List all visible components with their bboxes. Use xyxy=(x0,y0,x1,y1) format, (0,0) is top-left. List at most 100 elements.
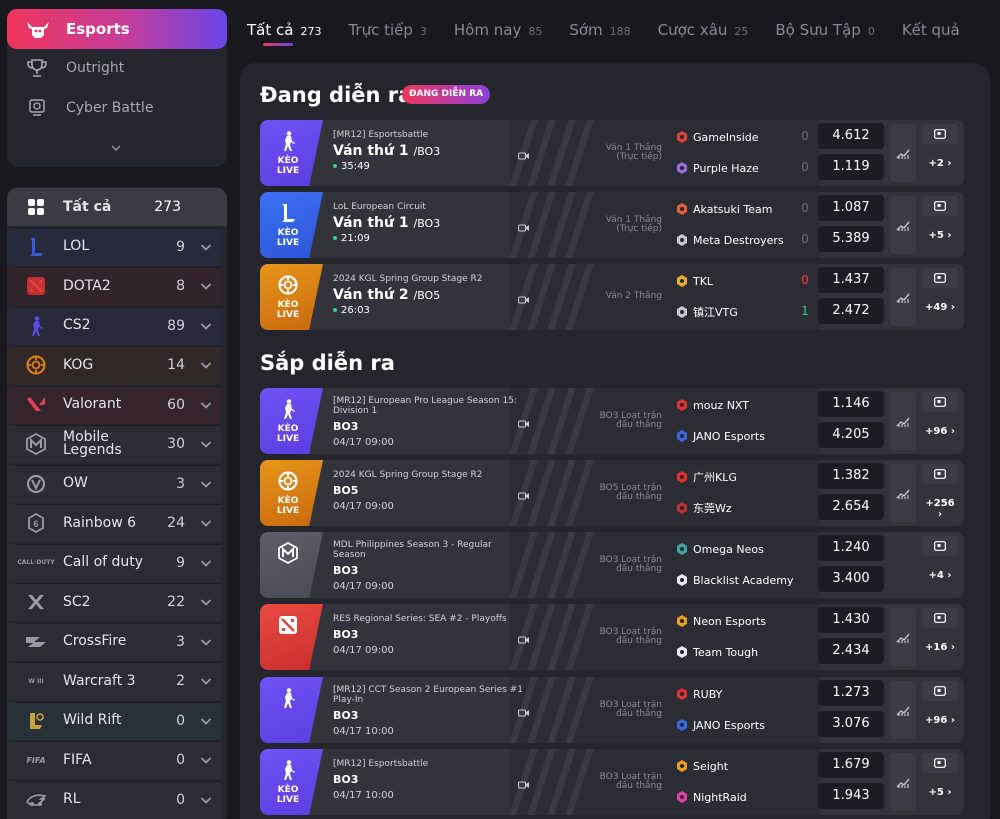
odds-button[interactable]: 2.472 xyxy=(818,298,884,324)
live-stream-button[interactable] xyxy=(922,196,958,216)
live-stream-button[interactable] xyxy=(922,392,958,412)
stream-icon[interactable] xyxy=(517,487,530,500)
odds-button[interactable]: 1.240 xyxy=(818,535,884,561)
match-card[interactable]: KÈO LIVE [MR12] European Pro League Seaso… xyxy=(260,388,964,454)
more-markets-button[interactable]: +4 › xyxy=(928,570,952,581)
tab-trực-tiếp[interactable]: Trực tiếp 3 xyxy=(348,21,426,39)
chevron-down-icon[interactable] xyxy=(199,714,213,728)
trend-chart-button[interactable] xyxy=(890,753,916,811)
trend-chart-button[interactable] xyxy=(890,196,916,254)
chevron-down-icon[interactable] xyxy=(199,398,213,412)
sidebar-game-row[interactable]: W III Warcraft 3 2 xyxy=(7,662,221,700)
tab-kết-quả[interactable]: Kết quả xyxy=(902,21,967,39)
live-stream-button[interactable] xyxy=(922,681,958,701)
more-markets-button[interactable]: +96 › xyxy=(925,426,955,437)
sidebar-game-row[interactable]: SC2 22 xyxy=(7,583,221,621)
outright-nav-item[interactable]: Outright xyxy=(25,57,124,79)
sidebar-game-row[interactable]: RL 0 xyxy=(7,780,221,819)
tab-sớm[interactable]: Sớm 188 xyxy=(569,21,630,39)
trend-chart-button[interactable] xyxy=(890,608,916,666)
chevron-down-icon[interactable] xyxy=(199,358,213,372)
stream-icon[interactable] xyxy=(517,776,530,789)
odds-button[interactable]: 3.076 xyxy=(818,711,884,737)
stream-icon[interactable] xyxy=(517,219,530,232)
chevron-down-icon[interactable] xyxy=(199,635,213,649)
match-card[interactable]: KÈO LIVE [MR12] Esportsbattle BO3 04/17 10:… xyxy=(260,749,964,815)
esports-nav-item[interactable]: Esports xyxy=(7,9,227,49)
odds-button[interactable]: 1.679 xyxy=(818,752,884,778)
live-stream-button[interactable] xyxy=(922,608,958,628)
stream-icon[interactable] xyxy=(517,704,530,717)
odds-button[interactable]: 3.400 xyxy=(818,566,884,592)
more-markets-button[interactable]: +49 › xyxy=(925,302,955,313)
odds-button[interactable]: 1.273 xyxy=(818,680,884,706)
chevron-down-icon[interactable] xyxy=(199,279,213,293)
odds-button[interactable]: 1.943 xyxy=(818,783,884,809)
tab-hôm-nay[interactable]: Hôm nay 85 xyxy=(454,21,542,39)
more-markets-button[interactable]: +16 › xyxy=(925,642,955,653)
tab-bộ-sưu-tập[interactable]: Bộ Sưu Tập 0 xyxy=(775,21,874,39)
chevron-down-icon[interactable] xyxy=(199,556,213,570)
sidebar-game-row[interactable]: OW 3 xyxy=(7,464,221,503)
match-card[interactable]: KÈO LIVE 2024 KGL Spring Group Stage R2 Vá… xyxy=(260,264,964,330)
odds-button[interactable]: 1.146 xyxy=(818,391,884,417)
match-card[interactable]: MDL Philippines Season 3 - Regular Seaso… xyxy=(260,532,964,598)
match-card[interactable]: KÈO LIVE 2024 KGL Spring Group Stage R2 BO… xyxy=(260,460,964,526)
odds-button[interactable]: 4.612 xyxy=(818,123,884,149)
match-card[interactable]: RES Regional Series: SEA #2 - Playoffs BO… xyxy=(260,604,964,670)
chevron-down-icon[interactable] xyxy=(199,753,213,767)
stream-icon[interactable] xyxy=(517,291,530,304)
live-stream-button[interactable] xyxy=(922,464,958,484)
chevron-down-icon[interactable] xyxy=(199,516,213,530)
odds-button[interactable]: 2.434 xyxy=(818,638,884,664)
chevron-down-icon[interactable] xyxy=(199,674,213,688)
odds-button[interactable]: 5.389 xyxy=(818,226,884,252)
chevron-down-icon[interactable] xyxy=(199,793,213,807)
match-card[interactable]: KÈO LIVE [MR12] Esportsbattle Ván thứ 1 /B… xyxy=(260,120,964,186)
sidebar-game-row[interactable]: Tất cả 273 xyxy=(7,188,227,226)
stream-icon[interactable] xyxy=(517,147,530,160)
chevron-down-icon[interactable] xyxy=(109,140,123,154)
live-stream-button[interactable] xyxy=(922,124,958,144)
odds-button[interactable]: 2.654 xyxy=(818,494,884,520)
trend-chart-button[interactable] xyxy=(890,681,916,739)
sidebar-game-row[interactable]: 6 Rainbow 6 24 xyxy=(7,504,221,542)
chevron-down-icon[interactable] xyxy=(199,477,213,491)
odds-button[interactable]: 4.205 xyxy=(818,422,884,448)
trend-chart-button[interactable] xyxy=(890,124,916,182)
match-card[interactable]: KÈO LIVE LoL European Circuit Ván thứ 1 /B… xyxy=(260,192,964,258)
trend-chart-button[interactable] xyxy=(890,464,916,522)
more-markets-button[interactable]: +5 › xyxy=(928,787,952,798)
more-markets-button[interactable]: +5 › xyxy=(928,230,952,241)
odds-button[interactable]: 1.087 xyxy=(818,195,884,221)
cyber-battle-nav-item[interactable]: Cyber Battle xyxy=(25,97,153,119)
odds-button[interactable]: 1.437 xyxy=(818,267,884,293)
more-markets-button[interactable]: +2 › xyxy=(928,158,952,169)
live-stream-button[interactable] xyxy=(922,268,958,288)
live-stream-button[interactable] xyxy=(922,536,958,556)
more-markets-button[interactable]: +256 › xyxy=(925,498,955,520)
sidebar-game-row[interactable]: Wild Rift 0 xyxy=(7,701,221,740)
tab-cược-xâu[interactable]: Cược xâu 25 xyxy=(658,21,749,39)
chevron-down-icon[interactable] xyxy=(199,240,213,254)
sidebar-game-row[interactable]: Valorant 60 xyxy=(7,385,221,424)
more-markets-button[interactable]: +96 › xyxy=(925,715,955,726)
sidebar-game-row[interactable]: DOTA2 8 xyxy=(7,267,221,305)
live-stream-button[interactable] xyxy=(922,753,958,773)
sidebar-game-row[interactable]: FIFA FIFA 0 xyxy=(7,741,221,779)
trend-chart-button[interactable] xyxy=(890,268,916,326)
sidebar-game-row[interactable]: LOL 9 xyxy=(7,227,221,266)
match-card[interactable]: [MR12] CCT Season 2 European Series #1 P… xyxy=(260,677,964,743)
sidebar-game-row[interactable]: KOG 14 xyxy=(7,346,221,384)
odds-button[interactable]: 1.119 xyxy=(818,154,884,180)
stream-icon[interactable] xyxy=(517,631,530,644)
chevron-down-icon[interactable] xyxy=(199,319,213,333)
sidebar-game-row[interactable]: CrossFire 3 xyxy=(7,622,221,661)
chevron-down-icon[interactable] xyxy=(199,437,213,451)
sidebar-game-row[interactable]: Mobile Legends 30 xyxy=(7,425,221,463)
sidebar-game-row[interactable]: CALL·DUTY Call of duty 9 xyxy=(7,543,221,582)
odds-button[interactable]: 1.430 xyxy=(818,607,884,633)
odds-button[interactable]: 1.382 xyxy=(818,463,884,489)
sidebar-game-row[interactable]: CS2 89 xyxy=(7,306,221,345)
chevron-down-icon[interactable] xyxy=(199,595,213,609)
